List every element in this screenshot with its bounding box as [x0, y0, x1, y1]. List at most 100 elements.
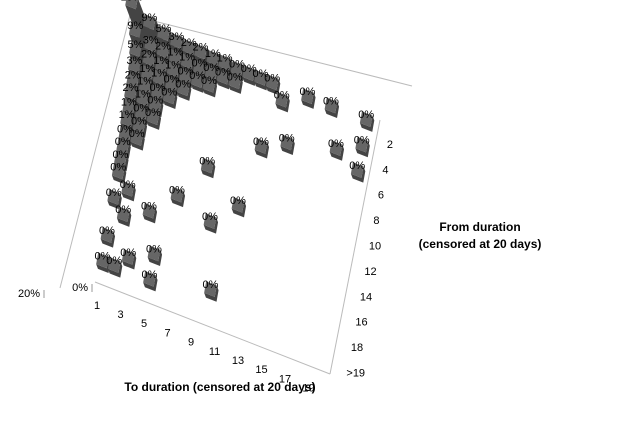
value-label: 1%	[119, 109, 135, 121]
y-tick-label: 4	[382, 164, 388, 176]
value-label: 1%	[121, 96, 137, 108]
z-tick-label: 20%	[18, 288, 40, 300]
bar-side	[130, 134, 145, 151]
bar-top	[203, 213, 217, 229]
x-tick-label: 11	[209, 346, 220, 358]
bar-top	[228, 73, 241, 90]
bar-side	[275, 96, 290, 113]
bar-top	[254, 70, 267, 86]
value-label: 0%	[106, 187, 122, 199]
bar-side	[170, 190, 186, 208]
value-label: 0%	[161, 86, 177, 98]
y-tick-label: 14	[360, 291, 372, 303]
bar-side	[176, 84, 192, 101]
value-label: 0%	[177, 66, 193, 78]
bar-side	[231, 201, 247, 218]
value-label: 0%	[117, 123, 133, 135]
value-label: 0%	[129, 128, 145, 140]
value-label: 0%	[99, 225, 115, 237]
value-label: 0%	[146, 243, 162, 255]
value-label: 1%	[135, 88, 151, 100]
value-label: 0%	[145, 107, 161, 119]
value-label: 2%	[193, 42, 209, 54]
bar-top	[275, 91, 288, 108]
value-label: 0%	[115, 136, 131, 148]
bar-side	[125, 0, 152, 45]
bar-top	[166, 61, 180, 78]
value-label: 0%	[169, 184, 185, 196]
value-label: 2%	[125, 69, 141, 81]
x-tick-label: 7	[164, 327, 170, 339]
value-label: 0%	[115, 204, 131, 216]
value-label: 3%	[126, 55, 142, 67]
value-label: 0%	[274, 90, 290, 102]
value-label: 0%	[252, 68, 268, 80]
bar-top	[179, 67, 192, 84]
bar-top	[121, 249, 135, 265]
value-label: 0%	[299, 86, 315, 98]
value-label: 1%	[205, 48, 221, 60]
bar-side	[96, 256, 111, 274]
bar-top	[121, 181, 134, 197]
y-tick-label: 16	[355, 317, 367, 329]
bar-top	[120, 111, 133, 127]
value-label: 19%	[121, 0, 143, 3]
x-tick-label: 1	[94, 300, 100, 312]
value-label: 0%	[202, 279, 218, 291]
bar-side	[204, 285, 219, 302]
bar-top	[129, 22, 142, 38]
value-label: 0%	[112, 149, 128, 161]
bar-top	[151, 84, 164, 100]
bar-top	[190, 72, 204, 89]
bar-side	[324, 101, 340, 119]
x-tick-label: 19	[302, 383, 314, 395]
bar-top	[170, 33, 183, 49]
value-label: 0%	[199, 156, 215, 168]
value-label: 0%	[175, 78, 191, 90]
bar-side	[242, 69, 257, 86]
bar-top	[182, 39, 196, 55]
value-label: 0%	[147, 94, 163, 106]
y-tick-label: 10	[369, 241, 381, 253]
value-label: 0%	[279, 132, 295, 144]
value-label: 0%	[241, 63, 257, 75]
bar-top	[157, 25, 170, 41]
value-label: 1%	[165, 59, 181, 71]
bar-top	[118, 125, 132, 142]
bar-top	[162, 88, 176, 105]
bar-top	[355, 136, 368, 153]
value-label: 0%	[131, 115, 147, 127]
bar-side	[203, 217, 219, 234]
bar-side	[111, 167, 127, 185]
bar-side	[190, 76, 206, 93]
value-label: 0%	[133, 103, 149, 115]
bar-side	[254, 74, 269, 91]
bar-side	[107, 193, 122, 210]
value-label: 0%	[141, 269, 157, 281]
bar-top	[359, 111, 373, 128]
x-tick-label: 17	[279, 373, 291, 385]
bar-top	[146, 109, 160, 126]
value-label: 0%	[323, 95, 339, 107]
value-label: 3%	[143, 34, 159, 46]
bar-top	[156, 42, 170, 59]
y-tick-label: 12	[364, 266, 376, 278]
bar-top	[129, 41, 142, 58]
value-label: 0%	[229, 59, 245, 71]
bar-top	[142, 50, 156, 67]
bar-top	[134, 104, 148, 121]
y-tick-label: 6	[378, 190, 384, 202]
bar-side	[202, 81, 218, 98]
bar-side	[162, 92, 178, 110]
bar-side	[142, 207, 158, 224]
bar-top	[138, 77, 152, 94]
value-label: 3%	[168, 31, 184, 43]
bar-top	[141, 65, 154, 81]
bar-top	[204, 281, 217, 297]
bar-top	[242, 65, 255, 82]
bar-top	[143, 14, 156, 30]
bar-top	[194, 43, 207, 60]
bar-top	[111, 163, 125, 180]
value-label: 0%	[202, 211, 218, 223]
bar-top	[180, 53, 194, 70]
